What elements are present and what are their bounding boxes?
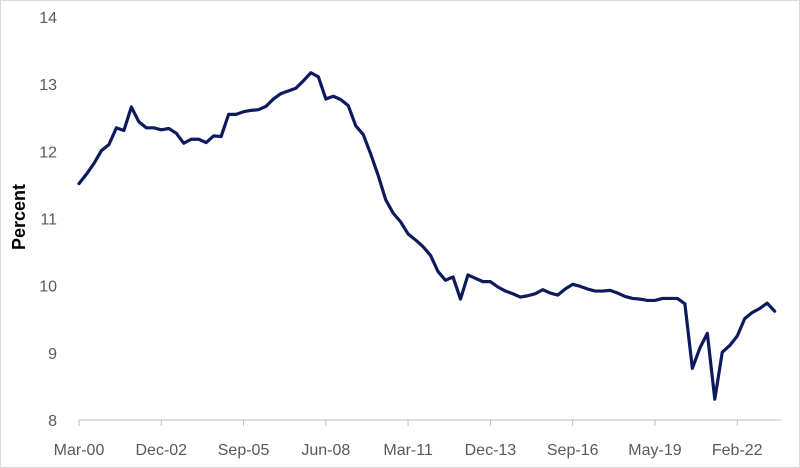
y-tick-label: 14 xyxy=(39,10,57,27)
y-axis-tick-labels: 8 9 10 11 12 13 14 xyxy=(39,10,57,430)
series-line xyxy=(77,71,777,401)
x-tick-label: Feb-22 xyxy=(712,442,763,459)
x-tick-label: Dec-13 xyxy=(465,442,517,459)
y-axis-title: Percent xyxy=(9,184,29,250)
x-tick-label: May-19 xyxy=(628,442,681,459)
x-tick-label: Mar-11 xyxy=(383,442,433,459)
x-tick-label: Jun-08 xyxy=(301,442,350,459)
y-tick-label: 10 xyxy=(39,279,57,296)
y-tick-label: 9 xyxy=(48,346,57,363)
x-axis-tick-labels: Mar-00 Dec-02 Sep-05 Jun-08 Mar-11 Dec-13 Sep-… xyxy=(54,420,763,459)
x-tick-label: Mar-00 xyxy=(54,442,105,459)
x-tick-label: Sep-05 xyxy=(218,442,270,459)
x-tick-label: Dec-02 xyxy=(135,442,187,459)
y-tick-label: 13 xyxy=(39,77,57,94)
y-tick-label: 12 xyxy=(39,144,57,161)
x-tick-label: Sep-16 xyxy=(547,442,599,459)
y-tick-label: 8 xyxy=(48,413,57,430)
y-tick-label: 11 xyxy=(40,212,57,229)
